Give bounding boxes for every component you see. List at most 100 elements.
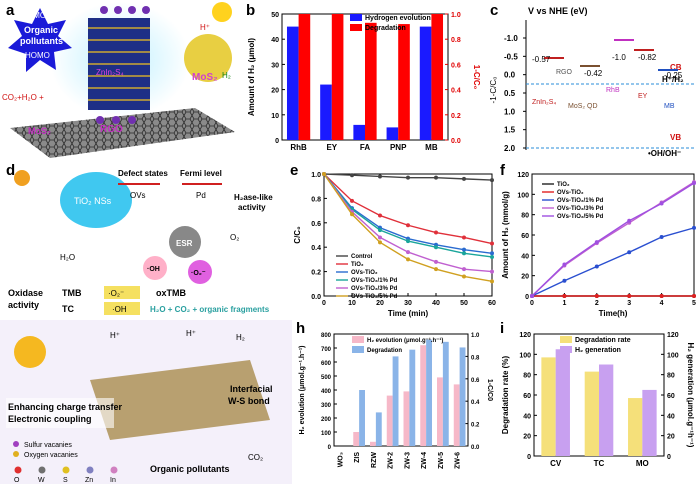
panel-c-val-4: -0.25: [664, 71, 683, 80]
panel-c-val-2: -1.0: [612, 53, 626, 62]
x-category-label: WO₃: [337, 452, 344, 467]
sun-icon: [14, 170, 30, 186]
y-axis-label: Amount of H₂ (mmol/g): [501, 191, 510, 279]
bar-secondary: [359, 390, 365, 446]
esr-center: [169, 226, 201, 258]
legend-swatch: [350, 24, 362, 31]
data-point: [462, 274, 466, 279]
data-point: [594, 264, 599, 269]
panel-g-el-3: Zn: [85, 477, 93, 484]
x-category-label: PNP: [390, 143, 407, 152]
y-tick-label: 0.0: [311, 294, 321, 301]
bar-primary: [403, 391, 410, 446]
data-point: [322, 172, 326, 176]
panel-a-znin-label: ZnIn₂S₄: [96, 68, 124, 77]
panel-g-sulfur: Sulfur vacanies: [24, 442, 72, 449]
data-point: [406, 223, 410, 228]
bar-primary: [437, 377, 443, 446]
y-tick-label: 0: [328, 445, 332, 451]
panel-a-rgo-label: RGO: [100, 124, 123, 135]
x-tick-label: 50: [460, 300, 468, 307]
data-point: [462, 247, 466, 252]
x-tick-label: 5: [692, 300, 696, 307]
panel-d-fermi: Fermi level: [180, 169, 222, 178]
y2-tick-label: 0.6: [471, 378, 480, 384]
bar-secondary: [398, 24, 410, 140]
panel-label-b: b: [246, 2, 256, 19]
sun-icon: [212, 2, 232, 22]
bar-secondary: [642, 389, 657, 456]
data-point: [462, 235, 466, 240]
y-tick-label: 500: [321, 375, 332, 381]
y-tick-label: 20: [523, 434, 531, 441]
y-tick-label: 20: [271, 88, 279, 95]
panel-a-pollutants-label: pollutants: [20, 36, 63, 46]
legend-label: OVs-TiO₂/3% Pd: [351, 286, 398, 292]
y-tick-label: 800: [321, 333, 332, 339]
y-tick-label: 30: [271, 62, 279, 69]
panel-g-el-4: In: [110, 477, 116, 484]
legend-label: H₂ generation: [575, 347, 621, 354]
y-tick-label: 1.0: [311, 172, 321, 179]
x-category-label: FA: [360, 143, 370, 152]
data-point: [378, 240, 382, 245]
panel-label-h: h: [296, 320, 306, 337]
chart-h-bar: 0 100 200 300 400 500 600 700 800 0.0 0.2 0.4 0.6 0.8…: [299, 333, 493, 469]
x-category-label: RhB: [290, 143, 307, 152]
panel-label-f: f: [500, 162, 505, 179]
data-point: [490, 251, 494, 256]
tio2-nss: [60, 172, 132, 228]
data-point: [659, 294, 664, 298]
panel-d-o2-row: ·O₂⁻: [108, 289, 124, 298]
panel-g-el-0: O: [14, 477, 20, 484]
panel-c-hh2: H⁺/H₂: [662, 75, 684, 84]
data-point: [434, 267, 438, 272]
y-tick-label: 0.2: [311, 270, 321, 277]
y2-tick-label: 0.2: [471, 423, 480, 429]
panel-c-vb: VB: [670, 133, 681, 142]
y-tick-label: 700: [321, 347, 332, 353]
series-line: [323, 173, 493, 273]
panel-d-activity: activity: [238, 203, 266, 212]
panel-c-val-3: -0.82: [638, 53, 657, 62]
x-category-label: MO: [636, 459, 649, 468]
panel-c-cb: CB: [670, 63, 682, 72]
series-line: [531, 182, 695, 297]
panel-d-oh-bubble: ·OH: [147, 266, 160, 273]
y-tick-label: 0.8: [311, 196, 321, 203]
data-point: [406, 239, 410, 244]
y-tick-label: 0: [275, 138, 279, 145]
y2-tick-label: 1.0: [451, 12, 461, 19]
ws-crystal-lattice: [90, 360, 270, 440]
panel-g-hplus-1: H⁺: [110, 331, 120, 340]
y2-tick-label: 0.6: [451, 62, 461, 69]
panel-d-o2-bubble: ·O₂⁻: [191, 270, 206, 277]
y-tick-label: 0.6: [311, 221, 321, 228]
x-category-label: TC: [594, 459, 605, 468]
bar-primary: [541, 357, 556, 456]
data-point: [350, 173, 354, 178]
panel-c-val-1: -0.42: [584, 69, 603, 78]
panel-d-o2mol: O₂: [230, 233, 239, 242]
x-axis-label: Time(h): [599, 309, 628, 318]
x-tick-label: 3: [627, 300, 631, 307]
bar-secondary: [442, 341, 449, 446]
panel-c-comp-5: MB: [664, 103, 675, 110]
bar-primary: [386, 395, 393, 446]
panel-d-tc: TC: [62, 304, 74, 314]
y2-axis-label: 1-C/C₀: [472, 65, 481, 90]
y2-tick-label: 0.0: [451, 138, 461, 145]
data-point: [490, 254, 494, 259]
x-category-label: ZIS: [354, 452, 361, 463]
chart-f-line: 0 20 40 60 80 100 120 0 1 2 3 4 5 TiO₂ OVs-TiO₂ OVs-TiO…: [501, 172, 696, 318]
bar-primary: [353, 124, 365, 140]
y-tick-label: 80: [523, 373, 531, 380]
chart-b-bar: 0 10 20 30 40 50 0.0 0.2 0.4 0.6 0.8 1.0 RhB EY FA PNP M…: [247, 12, 481, 152]
bar-secondary: [409, 349, 416, 446]
y2-tick-label: 100: [667, 352, 679, 359]
panel-c-tick-label: 0.0: [504, 71, 516, 80]
data-point: [594, 240, 599, 245]
bar-secondary: [555, 349, 570, 456]
panel-label-c: c: [490, 2, 499, 19]
data-point: [490, 279, 494, 284]
